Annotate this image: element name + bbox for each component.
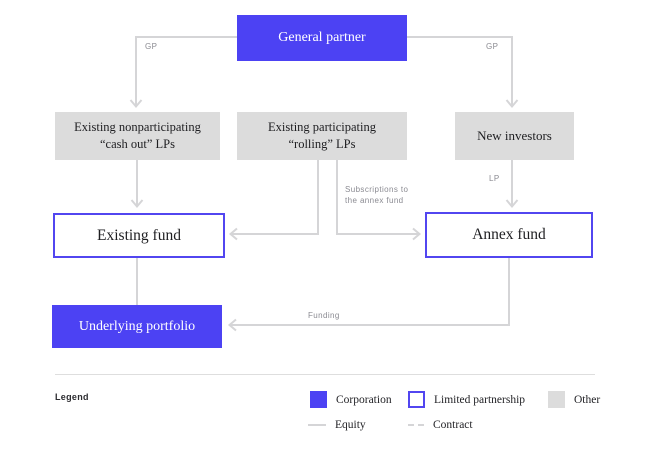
edge-rolling-to-annexfund-arrow <box>412 227 422 241</box>
edge-label-subscriptions-line2: the annex fund <box>345 196 404 205</box>
node-existing-fund: Existing fund <box>53 213 225 258</box>
edge-label-lp: LP <box>489 174 500 183</box>
node-label-line2: “rolling” LPs <box>288 137 356 151</box>
node-label-line1: Existing participating <box>268 120 376 134</box>
edge-label-gp-right: GP <box>486 42 499 51</box>
legend-item-label: Other <box>574 393 601 406</box>
legend-item-label: Equity <box>335 419 366 431</box>
node-annex-fund: Annex fund <box>425 212 593 258</box>
node-label-line1: Existing nonparticipating <box>74 120 201 134</box>
edge-newinvestors-to-annexfund-arrow <box>505 199 519 209</box>
edge-rolling-to-existingfund-arrow <box>228 227 238 241</box>
node-label: Existing fund <box>97 226 181 244</box>
legend-item-label: Corporation <box>336 393 392 406</box>
node-existing-participating-lps: Existing participating “rolling” LPs <box>237 112 407 160</box>
node-label: Annex fund <box>472 226 546 243</box>
edge-rolling-to-annexfund <box>336 160 419 235</box>
legend-item-contract: Contract <box>408 417 473 433</box>
edge-label-funding: Funding <box>308 311 340 320</box>
edge-label-gp-left: GP <box>145 42 158 51</box>
node-label: General partner <box>278 30 366 45</box>
edge-label-subscriptions: Subscriptions to the annex fund <box>345 184 408 206</box>
edge-gp-to-cashout <box>135 36 237 106</box>
edge-gp-to-newinvestors <box>407 36 513 106</box>
equity-line-swatch <box>308 424 326 426</box>
edge-cashout-to-existingfund-arrow <box>130 199 144 209</box>
node-underlying-portfolio: Underlying portfolio <box>52 305 222 348</box>
node-label: Underlying portfolio <box>78 318 196 334</box>
edge-label-subscriptions-line1: Subscriptions to <box>345 185 409 194</box>
node-label: New investors <box>477 128 552 143</box>
node-general-partner: General partner <box>237 15 407 61</box>
legend-item-other: Other <box>548 391 600 408</box>
edge-gp-to-cashout-arrow <box>129 99 143 109</box>
legend-divider <box>55 374 595 375</box>
legend-item-limited-partnership: Limited partnership <box>408 391 525 408</box>
limited-partnership-swatch <box>408 391 425 408</box>
other-swatch <box>548 391 565 408</box>
edge-gp-to-newinvestors-arrow <box>505 99 519 109</box>
node-new-investors: New investors <box>455 112 574 160</box>
legend-title: Legend <box>55 392 89 402</box>
edge-annexfund-to-underlying <box>230 258 510 326</box>
edge-annexfund-to-underlying-arrow <box>227 318 237 332</box>
legend-item-corporation: Corporation <box>310 391 392 408</box>
legend-item-label: Limited partnership <box>434 393 526 406</box>
corporation-swatch <box>310 391 327 408</box>
legend-item-equity: Equity <box>308 417 366 433</box>
legend-item-label: Contract <box>433 419 473 431</box>
edge-rolling-to-existingfund <box>231 160 319 235</box>
contract-line-swatch <box>408 424 424 426</box>
node-label-line2: “cash out” LPs <box>100 137 175 151</box>
node-existing-nonparticipating-lps: Existing nonparticipating “cash out” LPs <box>55 112 220 160</box>
